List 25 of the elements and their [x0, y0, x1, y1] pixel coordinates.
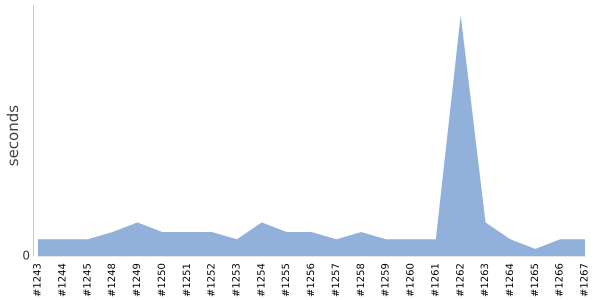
x-tick-label: #1257: [330, 263, 342, 297]
x-tick-label: #1259: [380, 263, 392, 297]
text: 0: [22, 248, 30, 262]
x-tick-label: #1265: [530, 263, 541, 297]
x-tick-label: #1262: [455, 263, 466, 297]
x-tick-label: #1243: [32, 263, 44, 297]
x-tick-label: #1244: [57, 263, 68, 297]
x-tick-label: #1254: [256, 263, 268, 297]
x-tick-label: #1258: [356, 263, 367, 297]
x-tick-label: #1264: [505, 263, 516, 297]
x-tick-label: #1261: [430, 263, 442, 297]
x-tick-label: #1260: [406, 263, 417, 297]
x-tick-label: #1252: [206, 263, 218, 297]
x-tick-label: #1255: [281, 263, 292, 297]
y-axis-title: seconds: [4, 104, 22, 166]
x-tick-label: #1263: [480, 263, 492, 297]
x-tick-label: #1248: [107, 263, 118, 297]
x-tick-label: #1249: [132, 263, 144, 297]
x-tick-label: #1267: [580, 263, 591, 297]
x-tick-label: #1245: [82, 263, 94, 297]
x-tick-label: #1256: [306, 263, 318, 297]
x-tick-label: #1253: [232, 263, 243, 297]
x-tick-label: #1251: [182, 263, 193, 297]
x-tick-label: #1266: [554, 263, 566, 297]
x-tick-label: #1250: [156, 263, 168, 297]
